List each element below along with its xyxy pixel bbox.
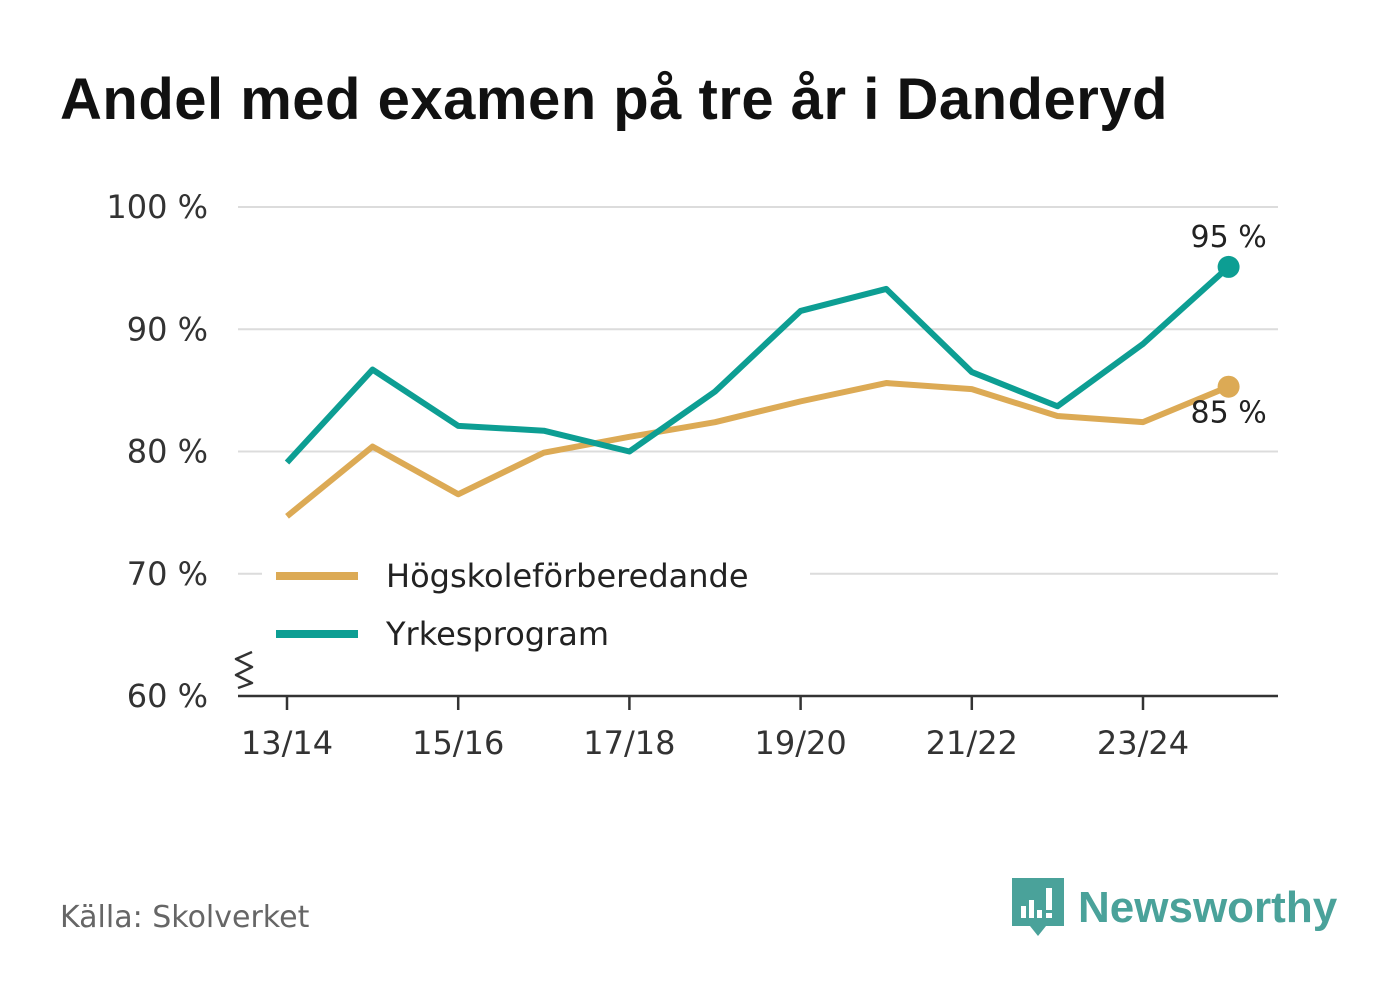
brand-name: Newsworthy bbox=[1078, 883, 1338, 932]
brand-logo: Newsworthy bbox=[1012, 878, 1337, 938]
end-point-yrkesprogram bbox=[1217, 255, 1240, 278]
legend-background bbox=[262, 548, 810, 664]
x-axis: 13/14 15/16 17/18 19/20 21/22 23/24 bbox=[238, 694, 1278, 762]
y-axis-break-icon bbox=[234, 650, 254, 690]
newsworthy-logo-icon bbox=[1012, 878, 1064, 936]
y-tick-label-90: 90 % bbox=[127, 310, 208, 348]
y-tick-label-70: 70 % bbox=[127, 555, 208, 593]
y-tick-label-60: 60 % bbox=[127, 677, 208, 715]
end-point-hogskoleforberedande bbox=[1217, 375, 1240, 398]
legend: Högskoleförberedande Yrkesprogram bbox=[262, 548, 810, 664]
x-tick-label-17-18: 17/18 bbox=[583, 724, 675, 762]
chart-title: Andel med examen på tre år i Danderyd bbox=[60, 67, 1168, 132]
end-label-yrkesprogram: 95 % bbox=[1190, 220, 1266, 255]
series-line-yrkesprogram bbox=[284, 264, 1231, 465]
x-tick-label-19-20: 19/20 bbox=[754, 724, 846, 762]
x-tick-label-13-14: 13/14 bbox=[241, 724, 333, 762]
x-tick-label-23-24: 23/24 bbox=[1097, 724, 1189, 762]
y-tick-label-80: 80 % bbox=[127, 433, 208, 471]
legend-label-yrkesprogram: Yrkesprogram bbox=[385, 615, 609, 653]
end-label-hogskoleforberedande: 85 % bbox=[1190, 396, 1266, 431]
series-lines bbox=[284, 255, 1240, 519]
y-tick-label-100: 100 % bbox=[106, 188, 208, 226]
legend-label-hogskoleforberedande: Högskoleförberedande bbox=[386, 557, 749, 595]
y-axis-tick-labels: 60 % 70 % 80 % 90 % 100 % bbox=[106, 188, 208, 715]
x-tick-label-21-22: 21/22 bbox=[926, 724, 1018, 762]
end-labels: 85 % 95 % bbox=[1190, 220, 1266, 431]
x-tick-label-15-16: 15/16 bbox=[412, 724, 504, 762]
source-note: Källa: Skolverket bbox=[60, 900, 310, 935]
series-line-hogskoleforberedande bbox=[285, 380, 1230, 519]
